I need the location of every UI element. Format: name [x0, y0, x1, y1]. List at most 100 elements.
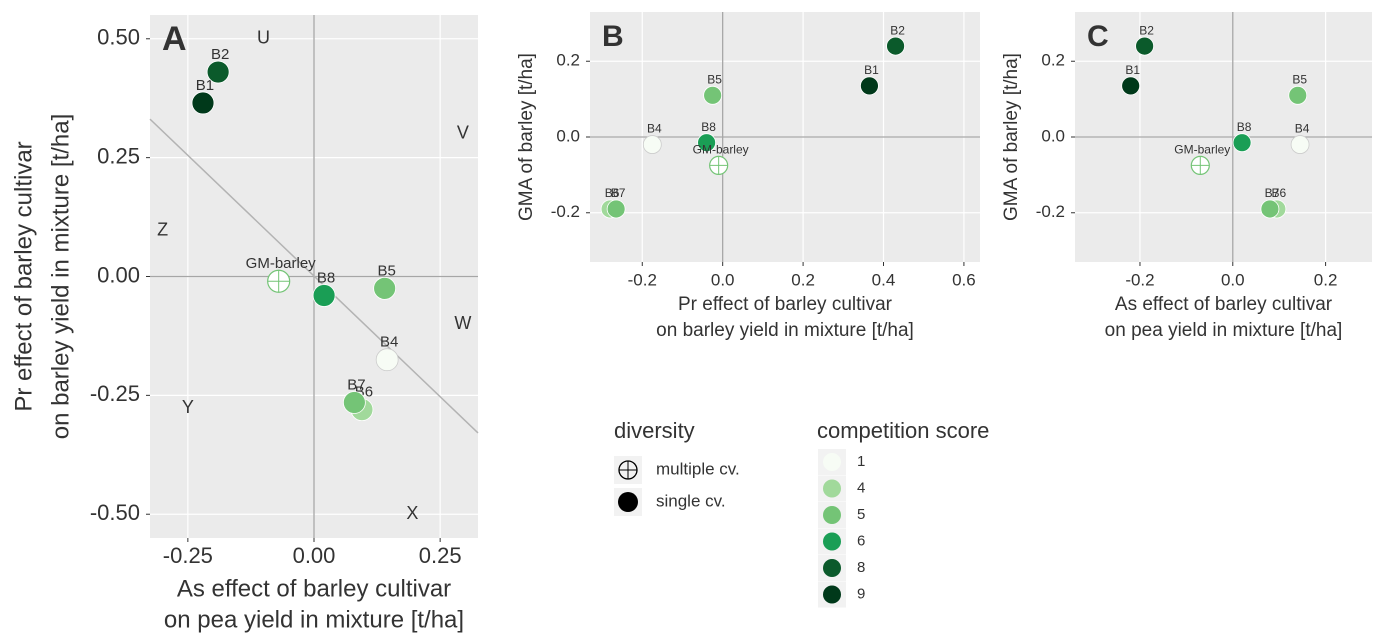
x-tick-label: 0.0	[711, 270, 735, 289]
legend-label: 9	[857, 585, 865, 602]
point-label: B8	[1237, 120, 1252, 134]
x-axis-title: on barley yield in mixture [t/ha]	[656, 320, 914, 341]
legend-title: diversity	[614, 418, 695, 443]
legend-symbol	[823, 559, 841, 577]
point	[1121, 76, 1141, 96]
point	[1260, 199, 1280, 219]
point-label: B8	[701, 120, 716, 134]
panel-letter: C	[1087, 20, 1109, 53]
legend-symbol	[823, 532, 841, 551]
y-tick-label: -0.50	[90, 500, 140, 525]
y-tick-label: -0.2	[551, 202, 580, 221]
x-tick-label: -0.25	[163, 543, 213, 568]
point	[1232, 133, 1252, 153]
point-label: B2	[211, 46, 229, 63]
point-label: B5	[707, 73, 722, 87]
point-label: B4	[1295, 122, 1310, 136]
point	[697, 133, 716, 153]
legend-label: multiple cv.	[656, 459, 740, 478]
point-label: GM-barley	[246, 255, 317, 272]
point-label: B7	[347, 376, 365, 393]
y-axis-title: GMA of barley [t/ha]	[516, 53, 537, 221]
x-axis-title: on pea yield in mixture [t/ha]	[164, 606, 464, 633]
y-axis-title: Pr effect of barley cultivar	[10, 141, 37, 411]
legend-symbol	[823, 453, 841, 471]
point-label: GM-barley	[693, 143, 749, 157]
quadrant-label: Z	[157, 220, 168, 240]
point-label: GM-barley	[1174, 143, 1230, 157]
x-tick-label: 0.6	[952, 270, 976, 289]
y-tick-label: 0.0	[1041, 126, 1065, 145]
legend-label: single cv.	[656, 491, 726, 510]
point	[206, 60, 230, 84]
x-tick-label: 0.2	[791, 270, 815, 289]
point-label: B4	[380, 334, 398, 351]
legend-label: 1	[857, 453, 865, 470]
y-tick-label: 0.2	[556, 51, 580, 70]
x-tick-label: 0.4	[872, 270, 896, 289]
legend-label: 4	[857, 479, 865, 496]
point-label: B4	[647, 122, 662, 136]
point	[191, 91, 215, 115]
x-axis-title: on pea yield in mixture [t/ha]	[1105, 320, 1343, 341]
panel-letter: B	[602, 20, 624, 53]
y-tick-label: 0.0	[556, 126, 580, 145]
point	[1288, 85, 1308, 105]
x-tick-label: -0.2	[628, 270, 657, 289]
legend-symbol	[618, 492, 638, 512]
legend-symbol	[823, 585, 841, 604]
point-label: B2	[890, 23, 905, 37]
point-label: B5	[377, 262, 395, 279]
x-axis-title: As effect of barley cultivar	[1115, 294, 1333, 315]
point-label: B5	[1292, 73, 1307, 87]
reference-line	[149, 118, 479, 434]
point	[642, 135, 662, 154]
y-tick-label: -0.25	[90, 381, 140, 406]
x-axis-title: Pr effect of barley cultivar	[678, 294, 893, 315]
x-axis-title: As effect of barley cultivar	[177, 575, 451, 602]
legend-label: 6	[857, 532, 865, 549]
point	[373, 276, 397, 300]
point-label: B1	[864, 63, 879, 77]
legend-label: 5	[857, 506, 865, 523]
point-label: B1	[196, 77, 214, 94]
point	[703, 85, 723, 105]
point-label: B2	[1139, 23, 1154, 37]
point-label: B1	[1125, 63, 1140, 77]
point	[1290, 135, 1310, 154]
point-label: B7	[1265, 186, 1280, 200]
quadrant-label: U	[257, 28, 270, 48]
x-tick-label: 0.00	[293, 543, 336, 568]
y-tick-label: -0.2	[1036, 202, 1065, 221]
y-axis-title: on barley yield in mixture [t/ha]	[47, 114, 74, 440]
panel-letter: A	[162, 20, 187, 58]
point	[312, 284, 336, 307]
y-tick-label: 0.2	[1041, 51, 1065, 70]
y-tick-label: 0.00	[97, 262, 140, 287]
point	[860, 76, 879, 96]
point-label: B6	[1272, 186, 1287, 200]
legend-title: competition score	[817, 418, 989, 443]
point	[375, 348, 399, 372]
quadrant-label: X	[406, 503, 418, 523]
point	[1135, 36, 1155, 56]
point	[886, 36, 905, 56]
point-label: B8	[317, 269, 335, 286]
x-tick-label: 0.0	[1221, 270, 1245, 289]
quadrant-label: V	[457, 123, 469, 143]
legend-symbol	[823, 506, 841, 524]
x-tick-label: -0.2	[1125, 270, 1154, 289]
point-label: B6	[605, 186, 620, 200]
y-axis-title: GMA of barley [t/ha]	[1001, 53, 1022, 221]
legend-label: 8	[857, 559, 865, 576]
quadrant-label: Y	[182, 397, 194, 417]
legend-symbol	[823, 479, 841, 498]
quadrant-label: W	[454, 313, 471, 333]
x-tick-label: 0.25	[419, 543, 462, 568]
point	[342, 391, 366, 414]
point	[606, 199, 626, 219]
y-tick-label: 0.25	[97, 143, 140, 168]
y-tick-label: 0.50	[97, 25, 140, 50]
